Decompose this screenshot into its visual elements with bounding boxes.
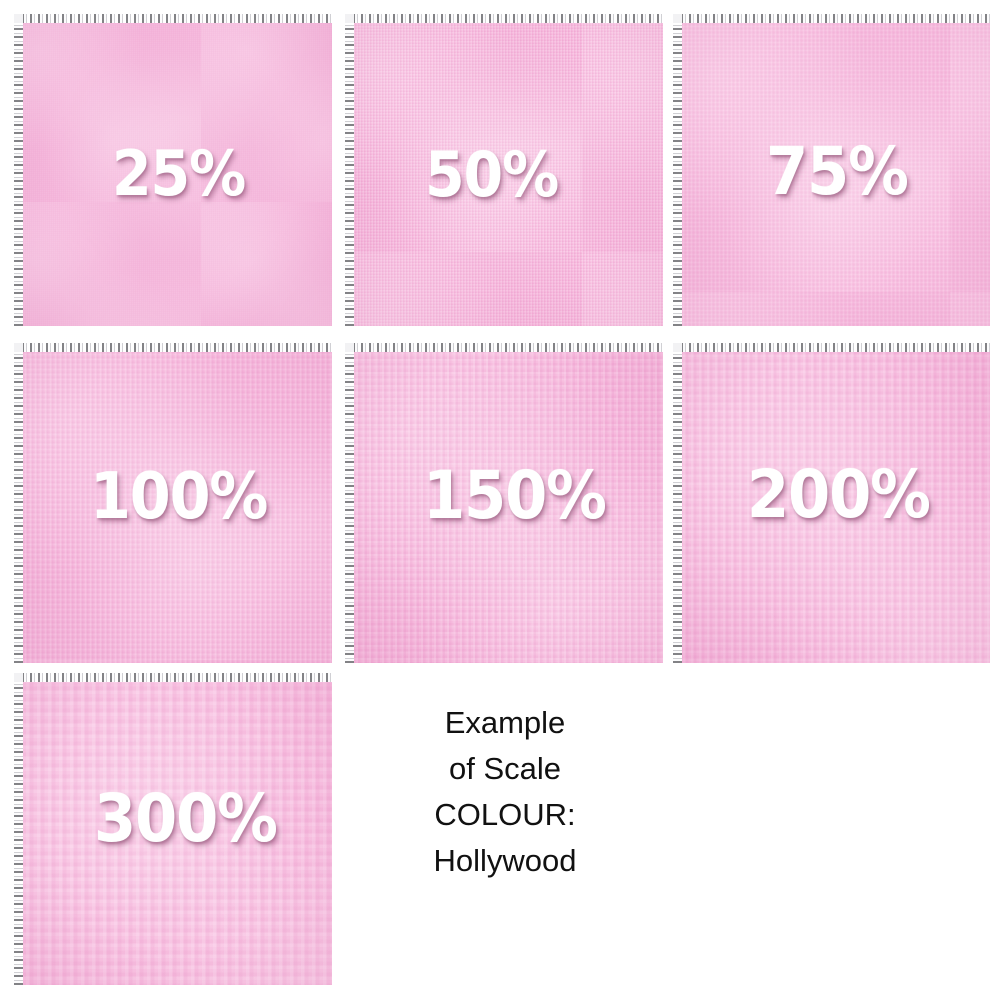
fabric-shading <box>22 351 332 663</box>
pinked-edge-top-icon <box>14 673 332 682</box>
weave-texture <box>22 22 332 326</box>
pinked-edge-corner <box>14 343 23 352</box>
pinked-edge-top-icon <box>14 343 332 352</box>
pinked-edge-top-icon <box>345 343 663 352</box>
caption-line-hollywood: Hollywood <box>433 842 577 878</box>
weave-texture <box>353 351 663 663</box>
caption-line-example: Example <box>444 705 566 740</box>
weave-texture <box>22 681 332 985</box>
caption-line-colour: COLOUR: <box>434 796 576 832</box>
fabric-swatch-300[interactable]: 300% <box>14 673 332 985</box>
fabric-shading <box>22 22 332 326</box>
weave-slub-texture <box>353 22 663 326</box>
fabric-face <box>353 22 663 326</box>
pinked-edge-corner <box>673 14 682 23</box>
pinked-edge-corner <box>345 343 354 352</box>
fabric-shading <box>22 681 332 985</box>
caption-line-of-scale: of Scale <box>448 750 561 786</box>
fabric-shading <box>681 351 990 663</box>
caption-block: Example of Scale COLOUR: Hollywood <box>345 700 665 884</box>
fabric-swatch-75[interactable]: 75% <box>673 14 990 326</box>
weave-texture <box>681 22 990 326</box>
weave-texture <box>681 351 990 663</box>
fabric-swatch-200[interactable]: 200% <box>673 343 990 663</box>
weave-slub-texture <box>22 681 332 985</box>
fabric-shading <box>353 351 663 663</box>
weave-texture <box>353 22 663 326</box>
pinked-edge-corner <box>345 14 354 23</box>
fabric-face <box>681 22 990 326</box>
weave-slub-texture <box>22 22 332 326</box>
pinked-edge-left-icon <box>345 343 354 663</box>
weave-texture <box>22 351 332 663</box>
pinked-edge-left-icon <box>14 673 23 985</box>
weave-slub-texture <box>681 22 990 326</box>
fabric-shading <box>353 22 663 326</box>
weave-slub-texture <box>681 351 990 663</box>
fabric-face <box>22 681 332 985</box>
fabric-swatch-100[interactable]: 100% <box>14 343 332 663</box>
pinked-edge-top-icon <box>673 14 990 23</box>
pinked-edge-left-icon <box>345 14 354 326</box>
fabric-face <box>22 22 332 326</box>
fabric-shading <box>681 22 990 326</box>
pinked-edge-corner <box>14 673 23 682</box>
pinked-edge-top-icon <box>673 343 990 352</box>
pinked-edge-left-icon <box>673 14 682 326</box>
pinked-edge-top-icon <box>14 14 332 23</box>
pinked-edge-left-icon <box>14 14 23 326</box>
weave-slub-texture <box>22 351 332 663</box>
fabric-face <box>22 351 332 663</box>
pinked-edge-corner <box>673 343 682 352</box>
fabric-face <box>353 351 663 663</box>
fabric-swatch-150[interactable]: 150% <box>345 343 663 663</box>
fabric-swatch-50[interactable]: 50% <box>345 14 663 326</box>
pinked-edge-top-icon <box>345 14 663 23</box>
fabric-swatch-25[interactable]: 25% <box>14 14 332 326</box>
pinked-edge-left-icon <box>14 343 23 663</box>
pinked-edge-left-icon <box>673 343 682 663</box>
fabric-face <box>681 351 990 663</box>
pinked-edge-corner <box>14 14 23 23</box>
weave-slub-texture <box>353 351 663 663</box>
